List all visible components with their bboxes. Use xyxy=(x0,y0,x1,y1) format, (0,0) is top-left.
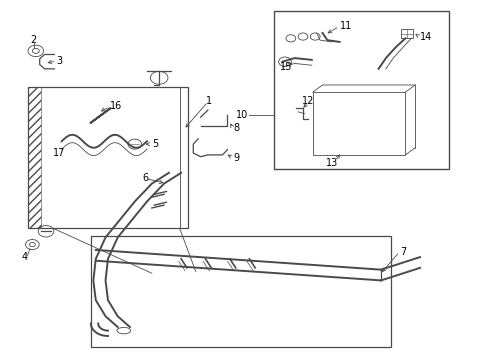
Bar xyxy=(312,92,405,155)
Text: 8: 8 xyxy=(233,123,240,133)
Text: 1: 1 xyxy=(205,96,211,106)
Text: 2: 2 xyxy=(31,35,37,45)
Bar xyxy=(27,87,188,228)
Text: 12: 12 xyxy=(302,96,314,106)
Bar xyxy=(273,12,448,169)
Text: 10: 10 xyxy=(236,111,248,121)
Text: 13: 13 xyxy=(326,158,338,168)
Text: 9: 9 xyxy=(233,153,240,163)
Text: 4: 4 xyxy=(22,252,28,262)
Text: 7: 7 xyxy=(400,247,406,257)
Bar xyxy=(91,235,390,347)
Bar xyxy=(400,30,412,39)
Text: 17: 17 xyxy=(53,148,65,158)
Text: 11: 11 xyxy=(339,21,351,31)
Text: 16: 16 xyxy=(110,102,122,112)
Text: 14: 14 xyxy=(419,32,431,41)
Text: 3: 3 xyxy=(57,56,63,66)
Text: 15: 15 xyxy=(279,62,291,72)
Bar xyxy=(27,87,41,228)
Text: 6: 6 xyxy=(142,173,148,183)
Text: 5: 5 xyxy=(152,139,158,149)
